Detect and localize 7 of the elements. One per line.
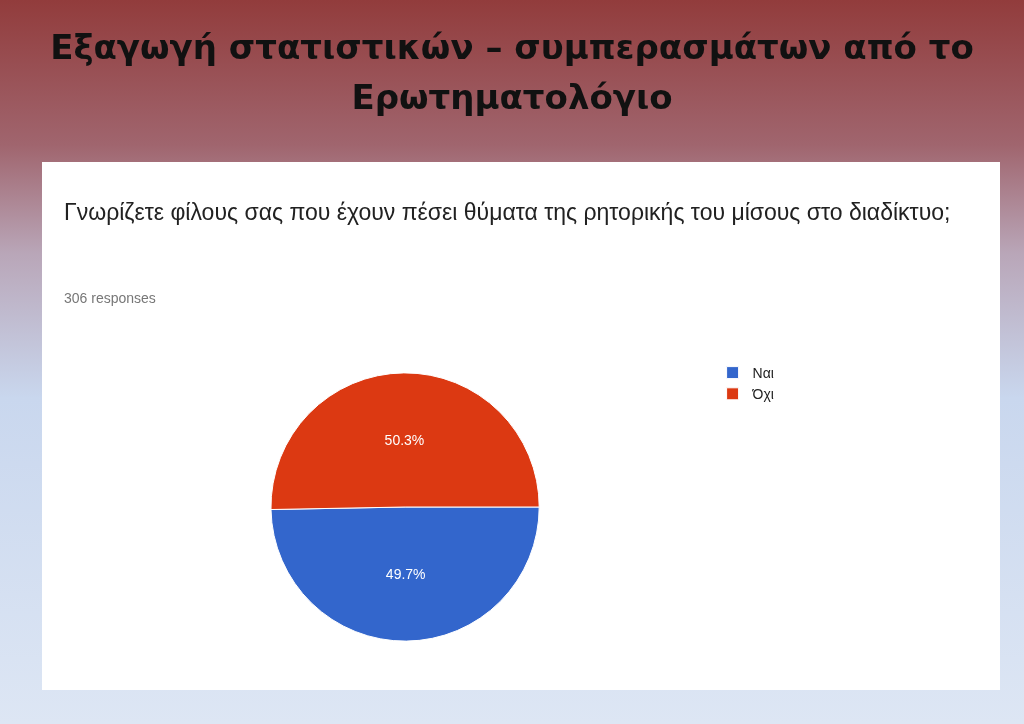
legend-label: Ναι xyxy=(752,365,774,382)
text: 306 responses xyxy=(64,290,156,306)
chart-title: Εξαγωγή στατιστικών – συμπερασμάτων από το Ερωτηματολόγιο xyxy=(49,26,975,119)
legend-label: Όχι xyxy=(751,386,774,403)
chart-subtitle: Γνωρίζετε φίλους σας που έχουν πέσει θύματα της ρητορικής του μίσους στο διαδίκτυο; xyxy=(64,198,952,227)
data-label: 49.7% xyxy=(385,566,426,583)
data-label: 50.3% xyxy=(384,431,425,448)
